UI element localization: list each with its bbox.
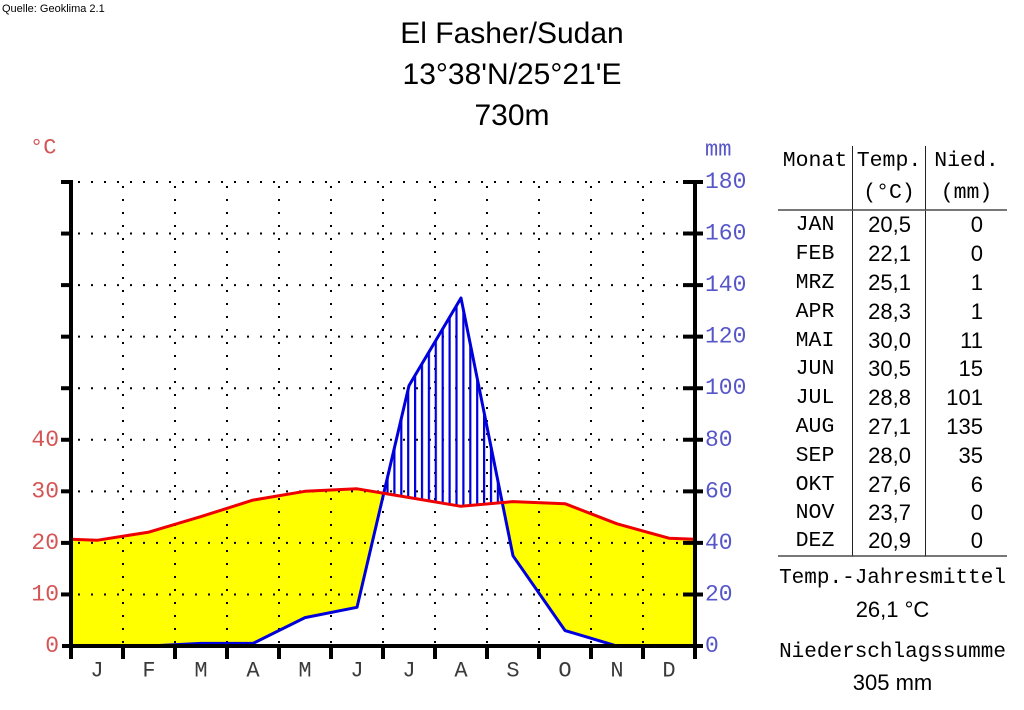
table-cell-month: AUG: [778, 412, 853, 442]
table-cell-month: MRZ: [778, 268, 853, 298]
table-cell-precip: 0: [970, 500, 983, 526]
temp-mean-value: 26,1 °C: [855, 597, 930, 622]
table-cell-temp: 30,0: [853, 326, 926, 355]
table-cell-precip: 0: [970, 241, 983, 267]
table-header-month-unit: [778, 176, 853, 211]
axes: [61, 180, 703, 659]
table-cell-temp: 27,1: [853, 412, 926, 442]
month-label: M: [298, 659, 311, 684]
right-axis-tick-label: 80: [705, 427, 733, 453]
left-axis-tick-label: 40: [31, 427, 59, 453]
title-elevation: 730m: [474, 99, 550, 132]
table-cell-temp: 20,9: [853, 527, 926, 557]
table-cell-precip: 101: [946, 385, 983, 411]
right-axis-tick-label: 160: [705, 221, 746, 247]
table-cell-month: NOV: [778, 498, 853, 528]
table-cell-temp: 22,1: [853, 239, 926, 269]
month-label: J: [90, 659, 103, 684]
table-cell-temp: 28,3: [853, 297, 926, 327]
left-axis-labels: 0 10 20 30 40 °C: [30, 136, 59, 660]
title-location: El Fasher/Sudan: [400, 17, 624, 50]
right-axis-tick-label: 120: [705, 324, 746, 350]
right-axis-tick-label: 60: [705, 478, 733, 504]
right-axis-tick-label: 20: [705, 581, 733, 607]
month-label: J: [350, 659, 363, 684]
table-cell-precip: 0: [926, 528, 1007, 557]
temp-mean-label: Temp.-Jahresmittel: [779, 567, 1006, 590]
data-table-panel: Monat Temp. Nied. (°C) (mm) JAN 20,5 0 FEB 22,1 0 M…: [778, 146, 1007, 695]
left-axis-tick-label: 0: [45, 633, 59, 659]
left-axis-tick-label: 30: [31, 478, 59, 504]
right-axis-tick-label: 40: [705, 530, 733, 556]
month-label: F: [142, 659, 155, 684]
right-axis-unit: mm: [705, 138, 731, 163]
table-cell-precip: 35: [958, 442, 983, 468]
right-axis-tick-label: 180: [705, 169, 746, 195]
table-cell-month: JAN: [778, 211, 853, 240]
table-cell-temp: 28,8: [853, 383, 926, 413]
arid-season-area: [71, 488, 695, 646]
table-cell-month: FEB: [778, 239, 853, 269]
source-note: Quelle: Geoklima 2.1: [2, 3, 105, 15]
table-header-temp-unit: (°C): [853, 176, 926, 211]
left-axis-tick-label: 20: [31, 530, 59, 556]
right-axis-tick-label: 0: [705, 633, 719, 659]
humid-season-area: [383, 298, 503, 507]
month-label: N: [610, 659, 623, 684]
table-cell-temp: 27,6: [853, 470, 926, 499]
left-axis-tick-label: 10: [31, 581, 59, 607]
table-header-month: Monat: [778, 146, 853, 176]
month-label: A: [246, 659, 260, 684]
month-label: M: [194, 659, 207, 684]
left-axis-unit: °C: [30, 136, 56, 161]
table-cell-precip: 1: [970, 298, 983, 324]
table-header-precip: Nied.: [934, 149, 999, 173]
climate-chart: 0 10 20 30 40 °C 0 20 40 60 80 100 120 140 160 180 mm J F M…: [30, 136, 746, 684]
month-label: O: [558, 659, 571, 684]
table-cell-month: SEP: [778, 441, 853, 471]
table-cell-precip: 135: [946, 413, 983, 439]
table-cell-precip: 15: [958, 356, 983, 382]
chart-title: El Fasher/Sudan 13°38'N/25°21'E 730m: [0, 13, 1024, 136]
table-cell-month: OKT: [778, 470, 853, 499]
table-cell-month: MAI: [778, 326, 853, 355]
table-cell-precip: 11: [960, 327, 983, 353]
table-header-precip-unit: (mm): [926, 176, 1007, 211]
table-cell-temp: 20,5: [853, 211, 926, 240]
table-cell-month: JUN: [778, 354, 853, 384]
table-cell-precip: 6: [970, 471, 983, 497]
table-cell-precip: 1: [970, 269, 983, 295]
table-cell-temp: 23,7: [853, 498, 926, 528]
month-label: A: [454, 659, 468, 684]
title-coordinates: 13°38'N/25°21'E: [402, 58, 622, 91]
right-axis-labels: 0 20 40 60 80 100 120 140 160 180 mm: [705, 138, 746, 660]
table-cell-temp: 25,1: [853, 268, 926, 298]
month-label: S: [506, 659, 519, 684]
table-cell-month: APR: [778, 297, 853, 327]
month-label: J: [402, 659, 415, 684]
table-cell-temp: 30,5: [853, 354, 926, 384]
table-cell-temp: 28,0: [853, 441, 926, 471]
month-label: D: [662, 659, 675, 684]
precip-sum-value: 305 mm: [852, 670, 933, 695]
monthly-data-table: Monat Temp. Nied. (°C) (mm) JAN 20,5 0 FEB 22,1 0 M…: [778, 146, 1007, 557]
table-cell-precip: 0: [970, 212, 983, 238]
table-cell-month: DEZ: [778, 527, 853, 557]
table-cell-month: JUL: [778, 383, 853, 413]
table-header-temp: Temp.: [853, 146, 926, 176]
right-axis-tick-label: 140: [705, 272, 746, 298]
precip-sum-label: Niederschlagssumme: [779, 641, 1006, 664]
temperature-curve: [69, 487, 697, 542]
right-axis-tick-label: 100: [705, 375, 746, 401]
